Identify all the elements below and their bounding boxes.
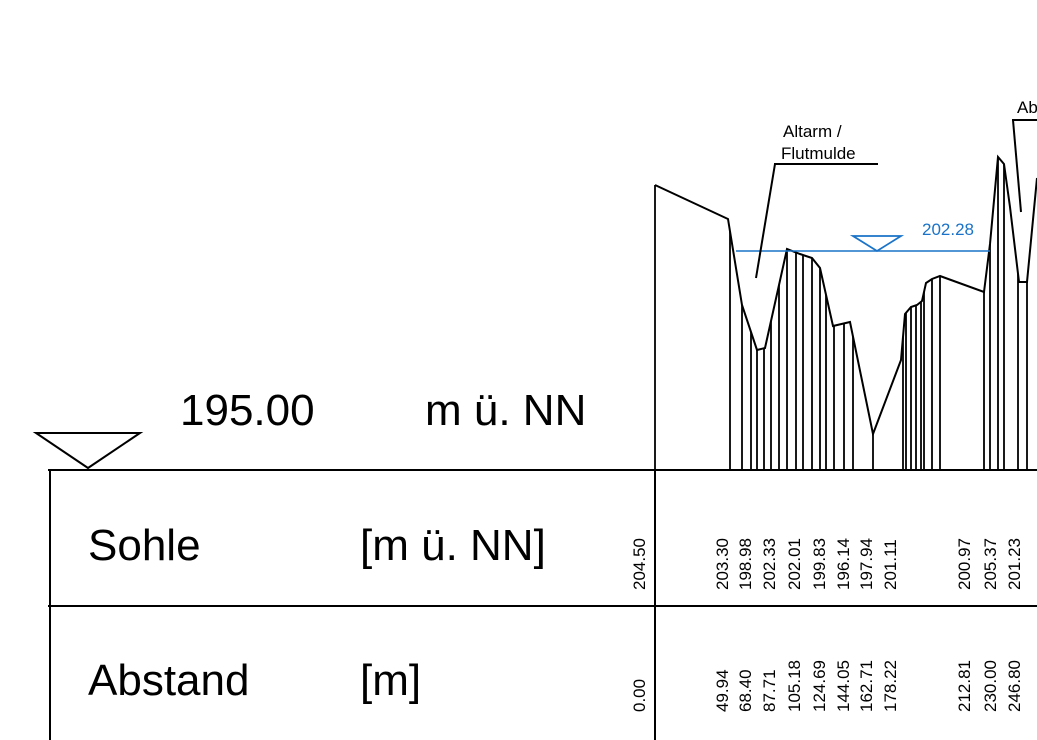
datum-unit: m ü. NN	[425, 386, 586, 435]
abstand-value: 124.69	[810, 660, 829, 712]
sohle-value: 202.33	[760, 538, 779, 590]
abstand-value: 162.71	[857, 660, 876, 712]
abstand-value: 212.81	[955, 660, 974, 712]
abstand-value: 144.05	[834, 660, 853, 712]
partial-annotation-leader	[1012, 119, 1022, 213]
abstand-value: 49.94	[713, 669, 732, 712]
sohle-value: 201.11	[881, 539, 900, 590]
water-level-value: 202.28	[922, 220, 974, 239]
abstand-value: 0.00	[630, 679, 649, 712]
table-values: 204.50 0.00 203.30 49.94 198.98 68.40 202.33 87…	[630, 538, 1024, 712]
abstand-value: 178.22	[881, 660, 900, 712]
sohle-value: 200.97	[955, 538, 974, 590]
water-level-triangle-icon	[849, 235, 905, 253]
abstand-value: 87.71	[760, 669, 779, 712]
sohle-value: 196.14	[834, 538, 853, 590]
abstand-label: Abstand	[88, 656, 249, 705]
sohle-value: 198.98	[736, 538, 755, 590]
abstand-value: 68.40	[736, 669, 755, 712]
sohle-label: Sohle	[88, 521, 201, 570]
sohle-unit: [m ü. NN]	[360, 521, 546, 570]
altarm-label-line1: Altarm /	[783, 122, 842, 141]
sohle-value: 197.94	[857, 538, 876, 590]
terrain-profile-line	[654, 154, 1037, 438]
sohle-value: 202.01	[785, 538, 804, 590]
abstand-value: 246.80	[1005, 660, 1024, 712]
abstand-value: 230.00	[981, 660, 1000, 712]
datum-elevation: 195.00	[180, 386, 315, 435]
altarm-leader-line	[755, 163, 776, 279]
profile-group	[654, 154, 1037, 470]
abstand-unit: [m]	[360, 656, 421, 705]
sohle-value: 201.23	[1005, 538, 1024, 590]
datum-triangle-icon	[32, 432, 144, 470]
sohle-value: 205.37	[981, 538, 1000, 590]
abstand-value: 105.18	[785, 660, 804, 712]
sohle-value: 199.83	[810, 538, 829, 590]
partial-annotation-label: Ab	[1017, 98, 1037, 117]
altarm-label-line2: Flutmulde	[781, 144, 856, 163]
sohle-value: 204.50	[630, 538, 649, 590]
sohle-value: 203.30	[713, 538, 732, 590]
